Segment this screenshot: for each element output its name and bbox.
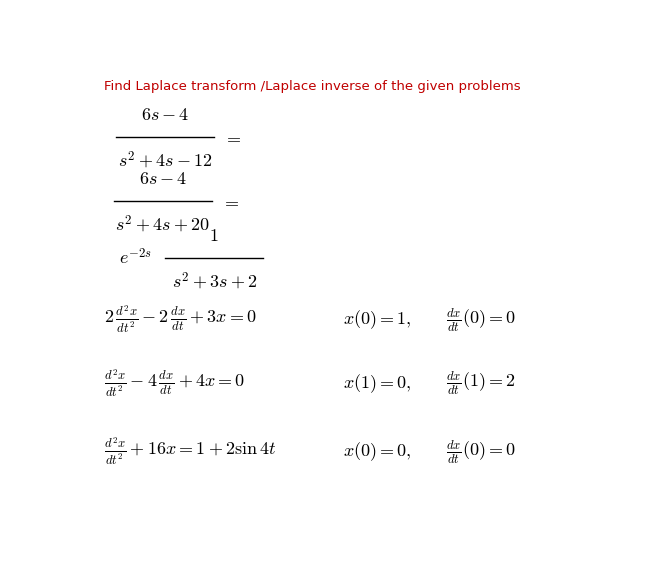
Text: $2\,\frac{d^{2}x}{dt^{2}} - 2\,\frac{dx}{dt} + 3x = 0$: $2\,\frac{d^{2}x}{dt^{2}} - 2\,\frac{dx}… [104, 304, 256, 335]
Text: $\frac{dx}{dt}(0) = 0$: $\frac{dx}{dt}(0) = 0$ [446, 306, 516, 333]
Text: $x(1) = 0,$: $x(1) = 0,$ [343, 372, 412, 395]
Text: $\frac{d^{2}x}{dt^{2}} + 16x = 1 + 2\sin 4t$: $\frac{d^{2}x}{dt^{2}} + 16x = 1 + 2\sin… [104, 436, 276, 467]
Text: $=$: $=$ [221, 192, 239, 210]
Text: $\frac{d^{2}x}{dt^{2}} - 4\,\frac{dx}{dt} + 4x = 0$: $\frac{d^{2}x}{dt^{2}} - 4\,\frac{dx}{dt… [104, 368, 245, 399]
Text: $s^2+4s-12$: $s^2+4s-12$ [118, 150, 212, 172]
Text: $6s-4$: $6s-4$ [141, 106, 189, 124]
Text: $x(0) = 1,$: $x(0) = 1,$ [343, 308, 412, 331]
Text: $s^2+4s+20$: $s^2+4s+20$ [116, 214, 210, 235]
Text: $6s-4$: $6s-4$ [139, 169, 187, 188]
Text: $1$: $1$ [209, 227, 219, 245]
Text: $=$: $=$ [224, 128, 242, 146]
Text: $s^2+3s+2$: $s^2+3s+2$ [171, 271, 257, 292]
Text: $\frac{dx}{dt}(0) = 0$: $\frac{dx}{dt}(0) = 0$ [446, 438, 516, 466]
Text: Find Laplace transform /Laplace inverse of the given problems: Find Laplace transform /Laplace inverse … [104, 80, 520, 93]
Text: $\frac{dx}{dt}(1) = 2$: $\frac{dx}{dt}(1) = 2$ [446, 370, 515, 398]
Text: $e^{-2s}$: $e^{-2s}$ [119, 248, 152, 268]
Text: $x(0) = 0,$: $x(0) = 0,$ [343, 440, 412, 463]
